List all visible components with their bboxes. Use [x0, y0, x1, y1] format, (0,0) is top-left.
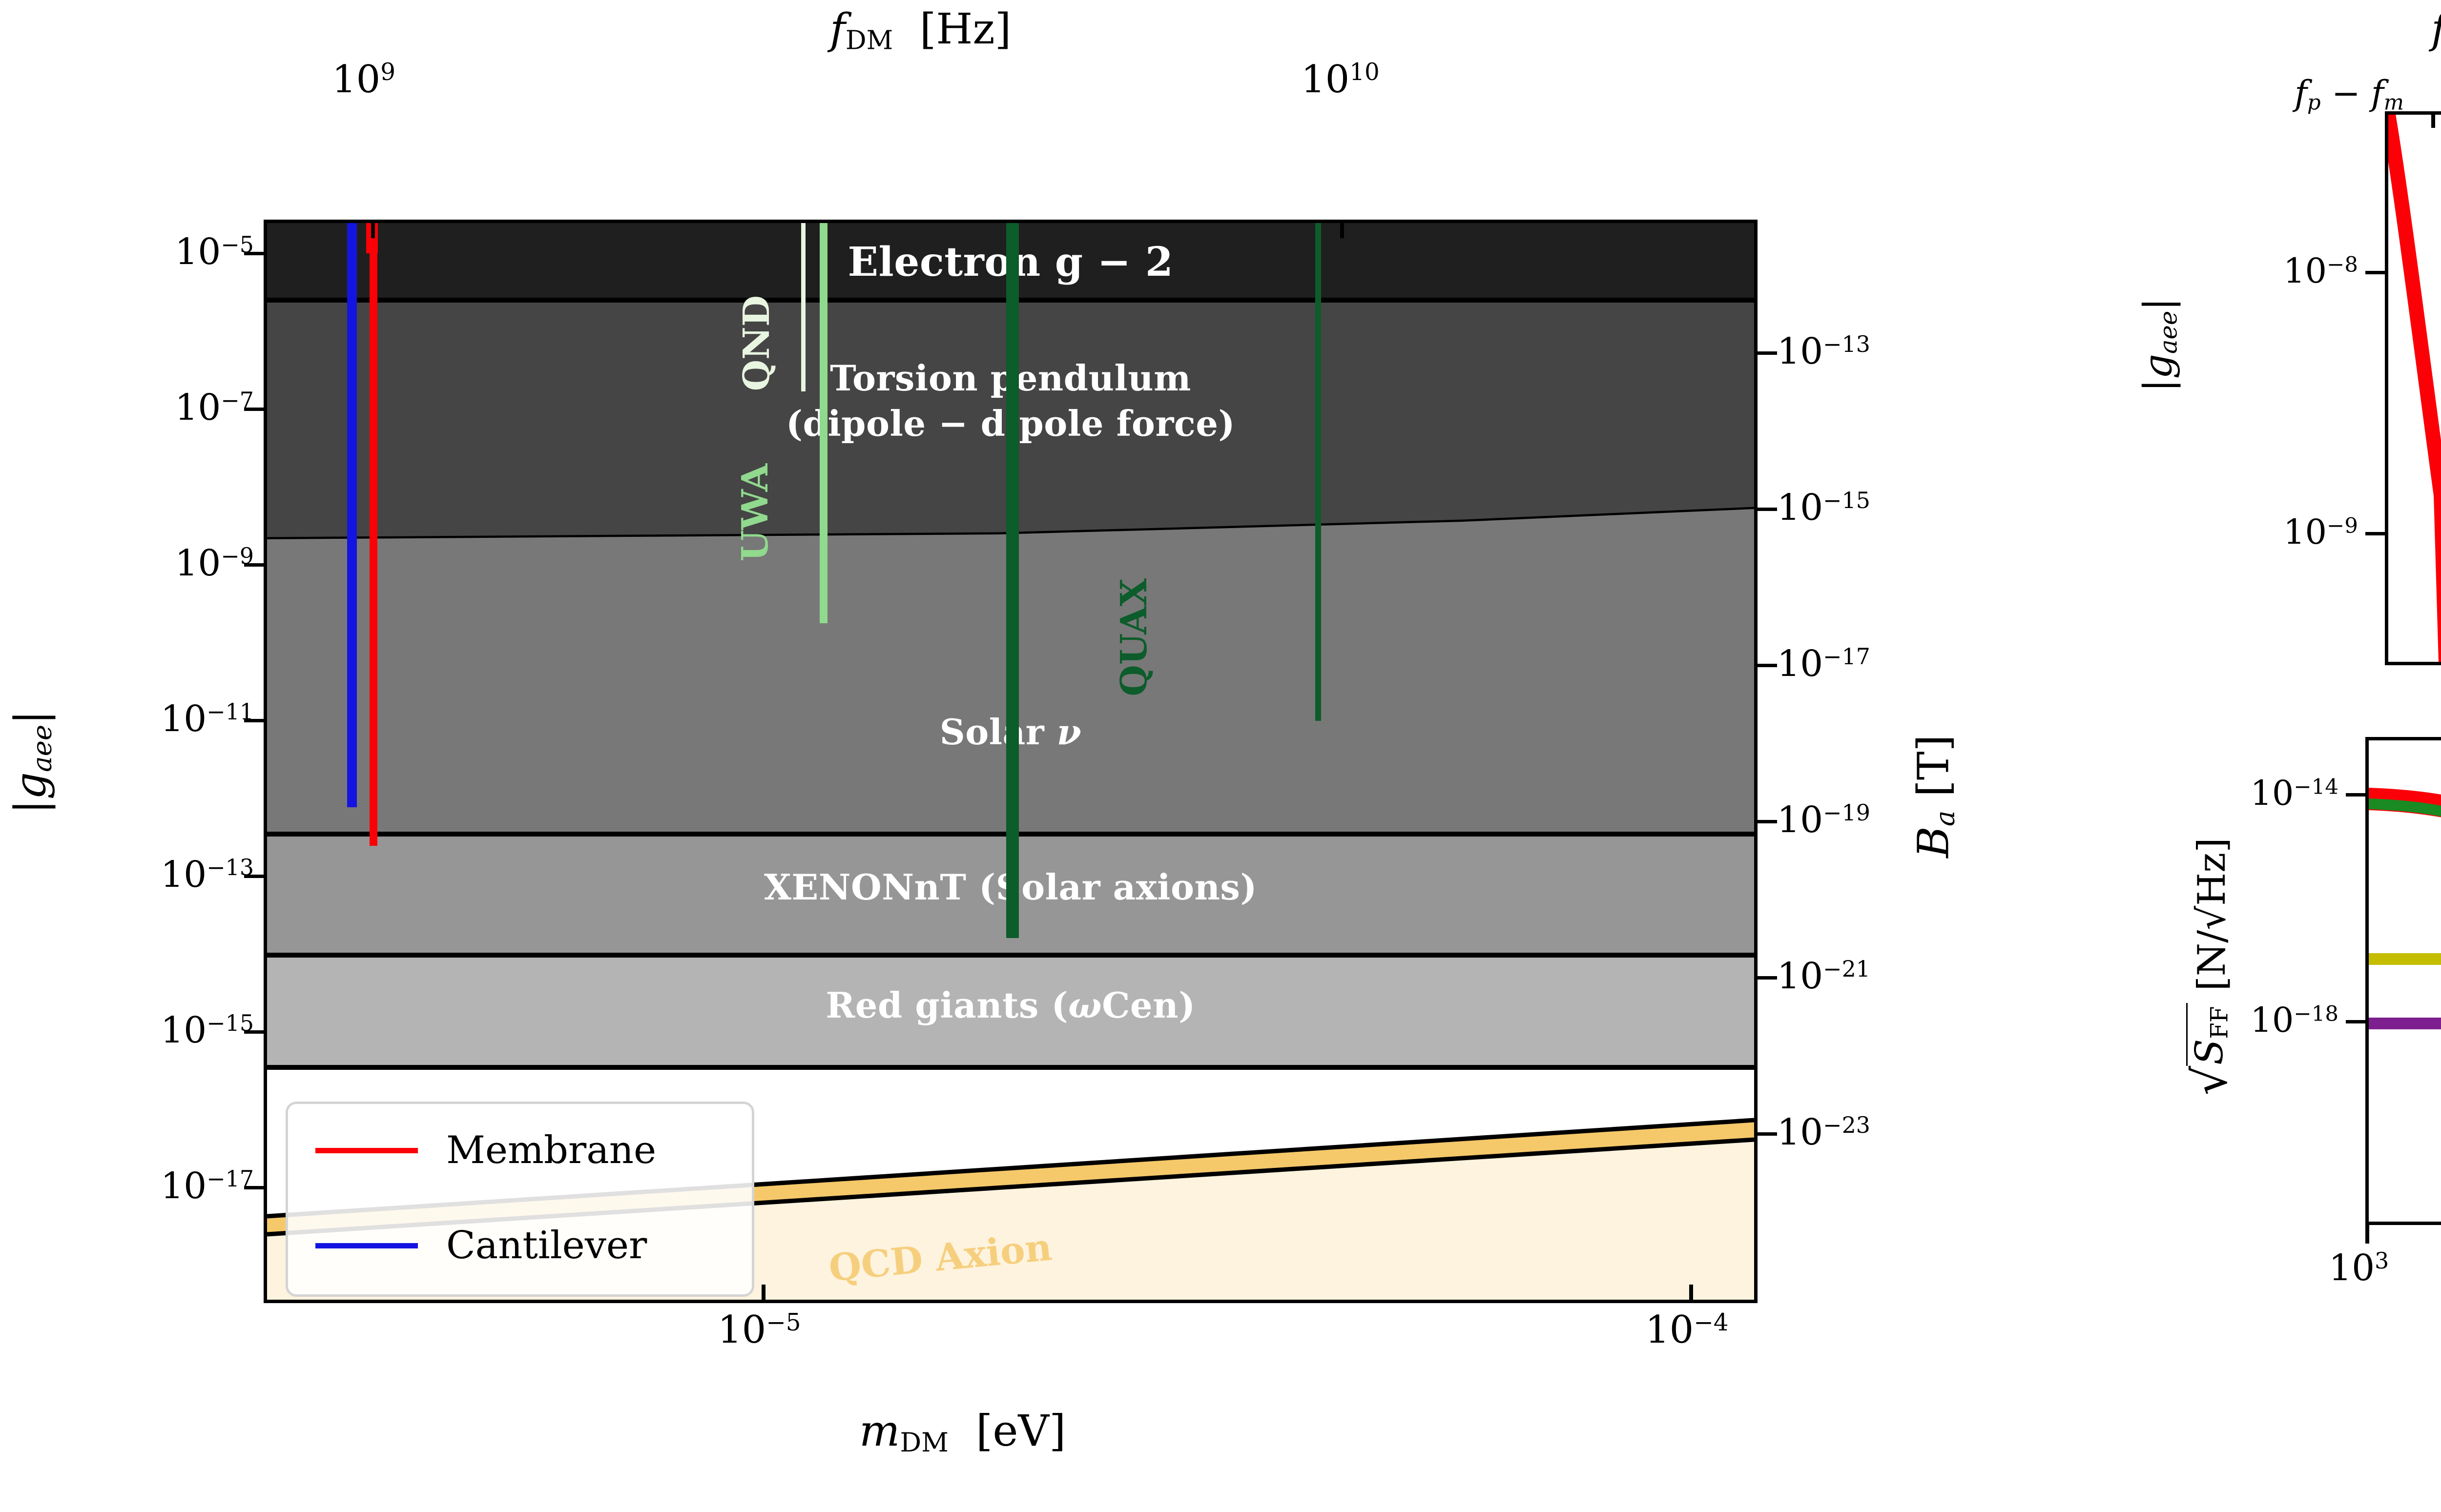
legend-item-cantilever[interactable]: Cantilever: [315, 1224, 647, 1267]
topright-axis-title: fDM [Hz]: [2431, 5, 2441, 53]
main-left-axis-title: |gaee|: [5, 710, 58, 814]
main-tick-left-3: [244, 563, 264, 567]
topright-tick-fp-minus-fm: fp − fm: [2295, 73, 2404, 115]
experiment-line-quax: [1006, 223, 1019, 938]
main-rtick--13: 10−13: [1777, 330, 1870, 372]
main-tick-right-6: [1758, 1132, 1777, 1136]
sensitivity-line-membrane: [370, 223, 377, 846]
main-tick-bottom-2: [1689, 1285, 1693, 1303]
experiment-label-quax: QUAX: [1113, 578, 1155, 696]
main-tick-left-2: [244, 408, 264, 411]
main-tick-bottom-1: [762, 1285, 765, 1303]
bottomright-curves-svg: [2369, 788, 2441, 1029]
topright-ytick--9: 10−9: [2283, 512, 2358, 552]
main-top-axis-title: fDM [Hz]: [830, 5, 1012, 56]
topright-tick-y2: [2365, 532, 2385, 535]
legend-label-cantilever: Cantilever: [446, 1224, 647, 1267]
main-rtick--19: 10−19: [1777, 799, 1870, 841]
s-ff-imp-curve-left: [2369, 798, 2441, 817]
experiment-line-uwa: [820, 223, 827, 623]
region-label-red-giants: Red giants (ωCen): [826, 984, 1196, 1026]
main-bottom-tick-1e-5: 10−5: [718, 1308, 801, 1352]
main-bottom-axis-title: mDM [eV]: [859, 1406, 1066, 1458]
topright-curve-svg: [2388, 115, 2441, 662]
main-top-tick-1e9: 109: [332, 58, 396, 102]
main-bottom-tick-1e-4: 10−4: [1645, 1308, 1729, 1352]
legend-item-membrane[interactable]: Membrane: [315, 1128, 656, 1172]
main-ytick--9: 10−9: [175, 542, 254, 584]
region-label-solar-nu: Solar ν: [939, 711, 1082, 753]
main-rtick--15: 10−15: [1777, 487, 1870, 529]
bottomright-xtick-1e3: [2365, 1225, 2369, 1244]
main-ytick--7: 10−7: [175, 387, 254, 429]
main-rtick--21: 10−21: [1777, 955, 1870, 997]
main-tick-right-5: [1758, 976, 1777, 980]
bottomright-tick-y2: [2346, 1020, 2365, 1023]
sensitivity-line-cantilever: [347, 223, 357, 807]
main-ytick--17: 10−17: [161, 1165, 254, 1207]
experiment-label-uwa: UWA: [734, 464, 777, 562]
top-right-sensitivity-plot: [2385, 111, 2441, 665]
bottom-right-noise-plot: NEF SbaFF SthFF SimpFF: [2365, 737, 2441, 1225]
main-legend: Membrane Cantilever: [286, 1102, 754, 1297]
experiment-line-quax-secondary: [1315, 223, 1321, 721]
bottomright-tick-y1: [2346, 793, 2365, 797]
main-tick-right-1: [1758, 351, 1777, 355]
main-rtick--23: 10−23: [1777, 1111, 1870, 1153]
main-right-axis-title: Ba [T]: [1908, 735, 1961, 858]
topright-y-axis-title: |gaee|: [2135, 297, 2183, 392]
main-tick-left-6: [244, 1030, 264, 1034]
legend-swatch-cantilever: [315, 1243, 418, 1248]
main-tick-left-4: [244, 719, 264, 722]
main-tick-right-2: [1758, 508, 1777, 511]
topright-tick-y1: [2365, 271, 2385, 274]
main-ytick--15: 10−15: [161, 1009, 254, 1051]
nef-curve-left-branch: [2388, 115, 2441, 662]
main-tick-left-5: [244, 875, 264, 878]
main-ytick--5: 10−5: [175, 231, 254, 273]
topright-ytick--8: 10−8: [2283, 251, 2358, 291]
main-exclusion-plot: Electron g − 2 Torsion pendulum (dipole …: [264, 220, 1758, 1303]
region-red-giants: [267, 958, 1754, 1070]
legend-label-membrane: Membrane: [446, 1128, 657, 1172]
bottomright-ytick--18: 10−18: [2250, 1000, 2338, 1040]
bottomright-ytick--14: 10−14: [2250, 773, 2338, 813]
bottomright-y-axis-title: SFF [N/√Hz]: [2182, 749, 2236, 1188]
main-ytick--13: 10−13: [161, 854, 254, 896]
experiment-label-qnd: QND: [736, 295, 778, 391]
legend-swatch-membrane: [315, 1147, 418, 1153]
main-tick-top-1: [371, 220, 375, 238]
main-tick-right-3: [1758, 664, 1777, 667]
main-rtick--17: 10−17: [1777, 643, 1870, 685]
main-ytick--11: 10−11: [161, 698, 254, 740]
main-tick-left-7: [244, 1186, 264, 1189]
main-tick-top-2: [1340, 220, 1344, 238]
main-tick-right-4: [1758, 820, 1777, 823]
topright-xtick-1: [2431, 111, 2435, 128]
nef-band-left: [2369, 788, 2441, 817]
main-top-tick-1e10: 1010: [1301, 58, 1380, 102]
main-tick-left-group: [244, 252, 264, 255]
bottomright-xtick-label-1e3: 103: [2329, 1247, 2389, 1289]
experiment-line-qnd: [801, 223, 806, 391]
